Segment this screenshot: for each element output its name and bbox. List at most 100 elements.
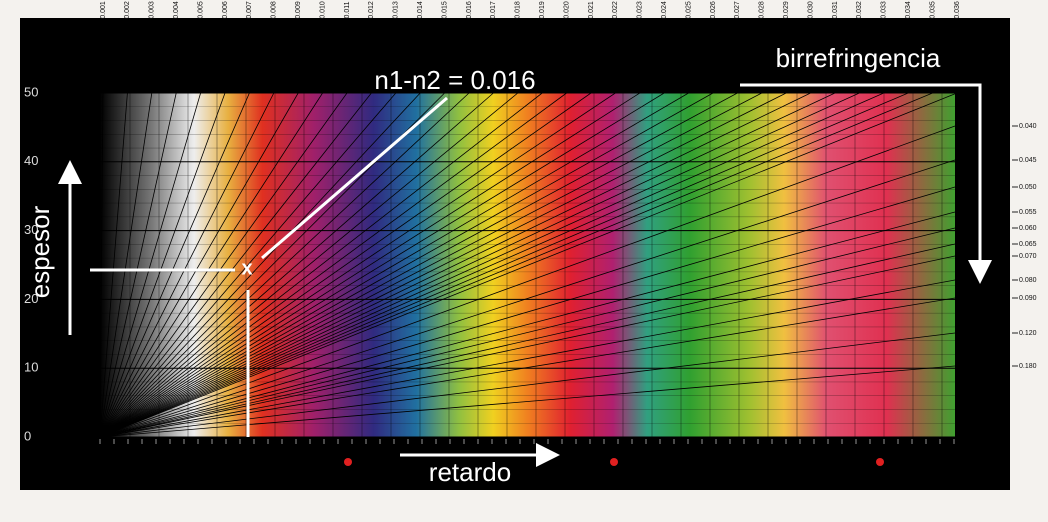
label: birrefringencia: [776, 43, 941, 73]
right-tick-label: 0.070: [1019, 253, 1037, 260]
top-tick-label: 0.017: [490, 1, 497, 19]
radial-line: [99, 92, 397, 438]
radial-line: [99, 92, 519, 438]
radial-line: [99, 211, 956, 438]
radial-line: [99, 92, 372, 438]
top-tick-label: 0.022: [612, 1, 619, 19]
radial-line: [99, 255, 956, 438]
top-tick-label: 0.014: [417, 1, 424, 19]
dot: [610, 458, 618, 466]
top-tick-label: 0.027: [734, 1, 741, 19]
radial-line: [99, 92, 201, 438]
right-tick-label: 0.050: [1019, 184, 1037, 191]
radial-line: [99, 92, 104, 438]
radial-line: [99, 92, 689, 438]
radial-line: [99, 125, 956, 438]
radial-line: [99, 186, 956, 438]
y-tick-label: 30: [24, 222, 38, 237]
radial-line: [99, 92, 616, 438]
radial-line: [99, 92, 226, 438]
right-tick-label: 0.060: [1019, 225, 1037, 232]
right-tick-label: 0.120: [1019, 330, 1037, 337]
top-tick-label: 0.028: [759, 1, 766, 19]
top-tick-label: 0.011: [344, 1, 351, 18]
radial-line: [99, 92, 470, 438]
radial-line: [99, 92, 909, 438]
radial-line: [99, 92, 714, 438]
annotation: n1-n2 = 0.016: [374, 65, 535, 95]
radial-line: [99, 297, 956, 438]
radial-line: [99, 92, 275, 438]
radial-line: [99, 92, 738, 438]
y-tick-label: 50: [24, 84, 38, 99]
top-tick-label: 0.023: [637, 1, 644, 19]
dot: [344, 458, 352, 466]
top-tick-label: 0.036: [954, 1, 961, 19]
top-tick-label: 0.033: [881, 1, 888, 19]
right-tick-label: 0.055: [1019, 209, 1037, 216]
radial-line: [99, 92, 299, 438]
top-tick-label: 0.029: [783, 1, 790, 19]
radial-line: [99, 92, 933, 438]
right-tick-label: 0.045: [1019, 157, 1037, 164]
arrow: [740, 83, 992, 284]
radial-line: [99, 92, 348, 438]
top-tick-label: 0.010: [319, 1, 326, 19]
marker-x: x: [241, 257, 252, 279]
radial-line: [99, 92, 787, 438]
right-tick-label: 0.040: [1019, 123, 1037, 130]
top-tick-label: 0.035: [929, 1, 936, 19]
top-tick-label: 0.020: [563, 1, 570, 19]
top-tick-label: 0.024: [661, 1, 668, 19]
radial-line: [99, 243, 956, 438]
y-tick-label: 20: [24, 291, 38, 306]
y-tick-label: 40: [24, 153, 38, 168]
top-tick-label: 0.031: [832, 1, 839, 19]
radial-line: [99, 92, 958, 438]
top-tick-label: 0.021: [588, 1, 595, 19]
radial-line: [99, 92, 860, 438]
dot: [876, 458, 884, 466]
top-tick-label: 0.005: [197, 1, 204, 19]
radial-line: [99, 92, 128, 438]
right-tick-label: 0.090: [1019, 295, 1037, 302]
y-tick-label: 0: [24, 428, 31, 443]
top-tick-label: 0.012: [368, 1, 375, 19]
radial-line: [99, 92, 543, 438]
radial-line: [99, 92, 884, 438]
top-tick-label: 0.013: [393, 1, 400, 19]
radial-line: [99, 279, 956, 438]
radial-line: [99, 365, 956, 438]
radial-line: [99, 92, 153, 438]
radial-line: [99, 92, 811, 438]
top-tick-label: 0.034: [905, 1, 912, 19]
top-tick-label: 0.018: [515, 1, 522, 19]
top-tick-label: 0.006: [222, 1, 229, 19]
right-tick-label: 0.065: [1019, 241, 1037, 248]
y-tick-label: 10: [24, 360, 38, 375]
top-tick-label: 0.003: [149, 1, 156, 19]
radial-line: [99, 92, 323, 438]
radial-line: [99, 332, 956, 438]
top-tick-label: 0.007: [246, 1, 253, 19]
annotations: x n1-n2 = 0.016 birrefringencia espesor …: [25, 43, 992, 487]
guide: [261, 96, 448, 260]
radial-line: [99, 92, 641, 438]
top-tick-label: 0.016: [466, 1, 473, 19]
top-tick-label: 0.032: [856, 1, 863, 19]
right-tick-label: 0.080: [1019, 277, 1037, 284]
radial-line: [99, 92, 177, 438]
radial-line: [99, 92, 836, 438]
label: espesor: [25, 205, 55, 298]
right-tick-label: 0.180: [1019, 363, 1037, 370]
radial-line: [99, 92, 567, 438]
top-tick-label: 0.001: [100, 1, 107, 19]
top-tick-label: 0.026: [710, 1, 717, 19]
top-tick-label: 0.002: [124, 1, 131, 19]
radial-line: [99, 92, 665, 438]
top-tick-label: 0.030: [807, 1, 814, 19]
grid: [99, 92, 958, 438]
radial-line: [99, 92, 762, 438]
radial-line: [99, 227, 956, 438]
radial-line: [99, 92, 494, 438]
